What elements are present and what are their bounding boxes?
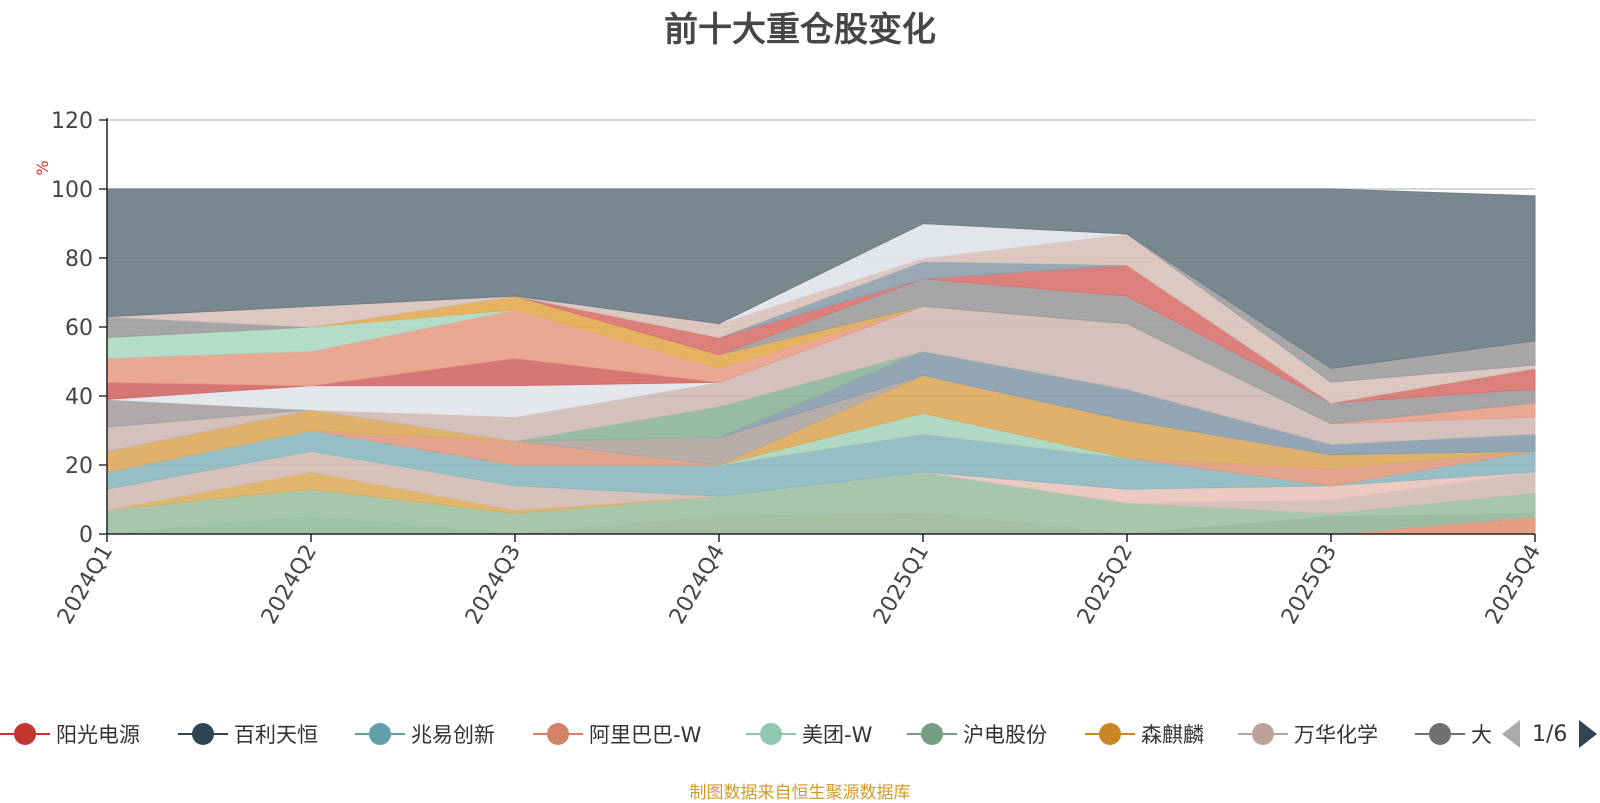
area-band-28: [106, 188, 1536, 369]
legend-item[interactable]: 阳光电源: [0, 716, 140, 752]
legend-label: 森麒麟: [1141, 723, 1204, 747]
y-axis-unit: %: [33, 160, 52, 175]
legend-label: 美团-W: [802, 723, 873, 747]
source-note: 制图数据来自恒生聚源数据库: [689, 783, 911, 803]
legend-label: 大: [1471, 723, 1492, 747]
legend-page-indicator: 1/6: [1532, 721, 1568, 747]
legend-label: 阿里巴巴-W: [589, 723, 702, 747]
legend-pager: 1/6: [1498, 716, 1598, 752]
legend-item[interactable]: 大: [1415, 716, 1492, 752]
x-tick-label: 2025Q3: [1277, 541, 1342, 629]
legend-item[interactable]: 百利天恒: [178, 716, 318, 752]
x-tick-label: 2025Q4: [1481, 541, 1546, 629]
legend-item[interactable]: 森麒麟: [1085, 716, 1204, 752]
legend-marker-icon: [1085, 723, 1135, 745]
stacked-areas: [106, 188, 1536, 535]
y-tick-label: 0: [79, 523, 93, 548]
legend-label: 兆易创新: [411, 723, 495, 747]
x-tick-label: 2025Q1: [869, 541, 934, 629]
y-tick-label: 80: [65, 247, 93, 272]
legend: 阳光电源 百利天恒 兆易创新 阿里巴巴-W 美团-W 沪电股份 森麒麟 万华化学 大: [0, 716, 1510, 752]
x-tick-label: 2024Q2: [257, 541, 322, 629]
legend-marker-icon: [746, 723, 796, 745]
x-tick-label: 2024Q3: [461, 541, 526, 629]
legend-item[interactable]: 万华化学: [1238, 716, 1378, 752]
legend-label: 阳光电源: [56, 723, 140, 747]
x-tick-label: 2024Q4: [665, 541, 730, 629]
chart-title: 前十大重仓股变化: [664, 10, 936, 50]
legend-item[interactable]: 兆易创新: [355, 716, 495, 752]
legend-label: 沪电股份: [963, 723, 1047, 747]
y-tick-label: 100: [51, 178, 93, 203]
legend-marker-icon: [178, 723, 228, 745]
legend-marker-icon: [907, 723, 957, 745]
y-tick-label: 20: [65, 454, 93, 479]
legend-marker-icon: [0, 723, 50, 745]
y-tick-label: 120: [51, 109, 93, 134]
legend-item[interactable]: 美团-W: [746, 716, 872, 752]
legend-prev-page-icon[interactable]: [1502, 720, 1520, 748]
x-tick-label: 2025Q2: [1073, 541, 1138, 629]
legend-item[interactable]: 阿里巴巴-W: [533, 716, 701, 752]
legend-marker-icon: [1238, 723, 1288, 745]
legend-marker-icon: [355, 723, 405, 745]
legend-item[interactable]: 沪电股份: [907, 716, 1047, 752]
x-tick-label: 2024Q1: [53, 541, 118, 629]
legend-marker-icon: [1415, 723, 1465, 745]
legend-label: 万华化学: [1294, 723, 1378, 747]
y-tick-label: 60: [65, 316, 93, 341]
y-tick-label: 40: [65, 385, 93, 410]
legend-label: 百利天恒: [234, 723, 318, 747]
legend-next-page-icon[interactable]: [1579, 720, 1598, 748]
legend-marker-icon: [533, 723, 583, 745]
